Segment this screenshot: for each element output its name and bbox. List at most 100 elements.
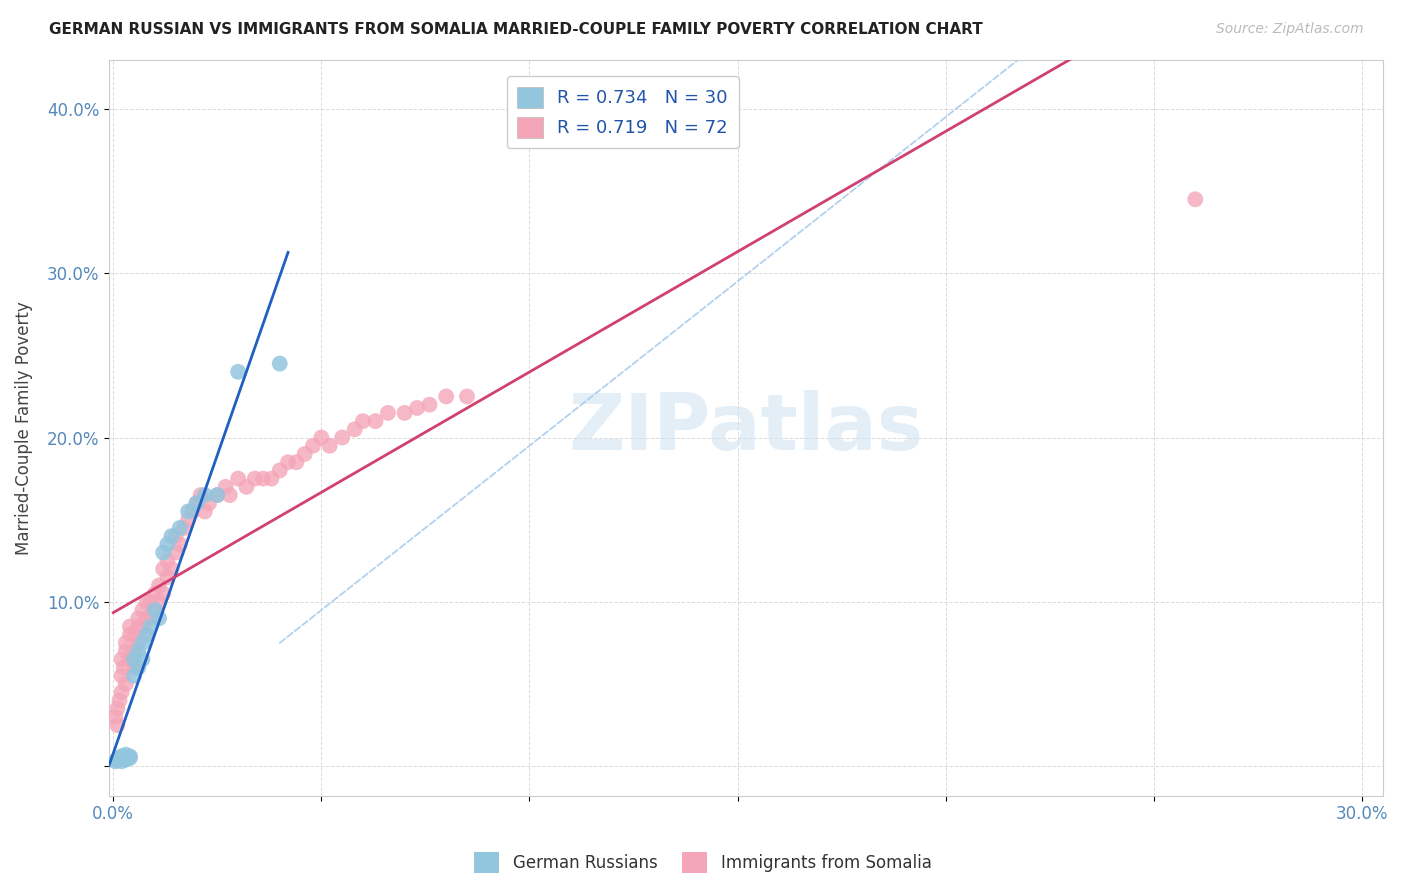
Point [173, 521, 195, 535]
Point [252, 472, 274, 486]
Point [131, 652, 153, 666]
Point [152, 562, 174, 576]
Point [143, 603, 166, 617]
Point [277, 455, 299, 469]
Point [122, 628, 145, 642]
Point [148, 578, 170, 592]
Point [165, 529, 187, 543]
Point [1184, 192, 1206, 206]
Legend: R = 0.734   N = 30, R = 0.719   N = 72: R = 0.734 N = 30, R = 0.719 N = 72 [506, 76, 738, 148]
Point [207, 488, 229, 502]
Point [107, 701, 129, 715]
Point [127, 611, 149, 625]
Point [122, 660, 145, 674]
Point [114, 644, 136, 658]
Point [127, 644, 149, 658]
Point [177, 504, 200, 518]
Point [108, 693, 131, 707]
Point [112, 660, 135, 674]
Point [135, 611, 157, 625]
Point [169, 521, 191, 535]
Text: ZIPatlas: ZIPatlas [568, 390, 924, 466]
Point [156, 537, 179, 551]
Point [118, 628, 141, 642]
Point [186, 496, 208, 510]
Point [260, 472, 283, 486]
Point [165, 545, 187, 559]
Point [110, 685, 132, 699]
Point [143, 603, 166, 617]
Point [177, 513, 200, 527]
Point [269, 357, 291, 371]
Point [343, 422, 366, 436]
Point [143, 587, 166, 601]
Point [122, 644, 145, 658]
Text: GERMAN RUSSIAN VS IMMIGRANTS FROM SOMALIA MARRIED-COUPLE FAMILY POVERTY CORRELAT: GERMAN RUSSIAN VS IMMIGRANTS FROM SOMALI… [49, 22, 983, 37]
Point [135, 595, 157, 609]
Point [112, 751, 135, 765]
Point [118, 751, 141, 765]
Point [127, 660, 149, 674]
Point [104, 710, 127, 724]
Point [131, 603, 153, 617]
Point [156, 570, 179, 584]
Point [148, 595, 170, 609]
Point [107, 718, 129, 732]
Point [194, 504, 217, 518]
Point [114, 677, 136, 691]
Point [377, 406, 399, 420]
Point [218, 488, 240, 502]
Point [235, 480, 257, 494]
Text: Source: ZipAtlas.com: Source: ZipAtlas.com [1216, 22, 1364, 37]
Point [114, 636, 136, 650]
Point [294, 447, 316, 461]
Point [139, 611, 162, 625]
Point [311, 431, 333, 445]
Point [318, 439, 340, 453]
Point [107, 753, 129, 767]
Point [243, 472, 266, 486]
Point [127, 636, 149, 650]
Point [456, 389, 478, 403]
Point [122, 669, 145, 683]
Point [169, 537, 191, 551]
Point [122, 652, 145, 666]
Point [419, 398, 441, 412]
Point [160, 562, 183, 576]
Point [226, 365, 249, 379]
Point [127, 619, 149, 633]
Point [190, 488, 212, 502]
Point [139, 595, 162, 609]
Point [131, 619, 153, 633]
Point [181, 504, 204, 518]
Legend: German Russians, Immigrants from Somalia: German Russians, Immigrants from Somalia [468, 846, 938, 880]
Point [135, 628, 157, 642]
Point [108, 751, 131, 765]
Point [118, 749, 141, 764]
Point [207, 488, 229, 502]
Point [285, 455, 308, 469]
Point [148, 611, 170, 625]
Point [434, 389, 457, 403]
Point [406, 401, 429, 415]
Point [114, 747, 136, 762]
Point [198, 496, 221, 510]
Point [194, 488, 217, 502]
Point [110, 652, 132, 666]
Point [352, 414, 374, 428]
Point [131, 636, 153, 650]
Point [139, 619, 162, 633]
Point [160, 529, 183, 543]
Point [114, 753, 136, 767]
Point [394, 406, 416, 420]
Point [104, 754, 127, 768]
Point [110, 669, 132, 683]
Y-axis label: Married-Couple Family Poverty: Married-Couple Family Poverty [15, 301, 32, 555]
Point [226, 472, 249, 486]
Point [110, 749, 132, 764]
Point [152, 587, 174, 601]
Point [118, 619, 141, 633]
Point [156, 554, 179, 568]
Point [110, 754, 132, 768]
Point [214, 480, 236, 494]
